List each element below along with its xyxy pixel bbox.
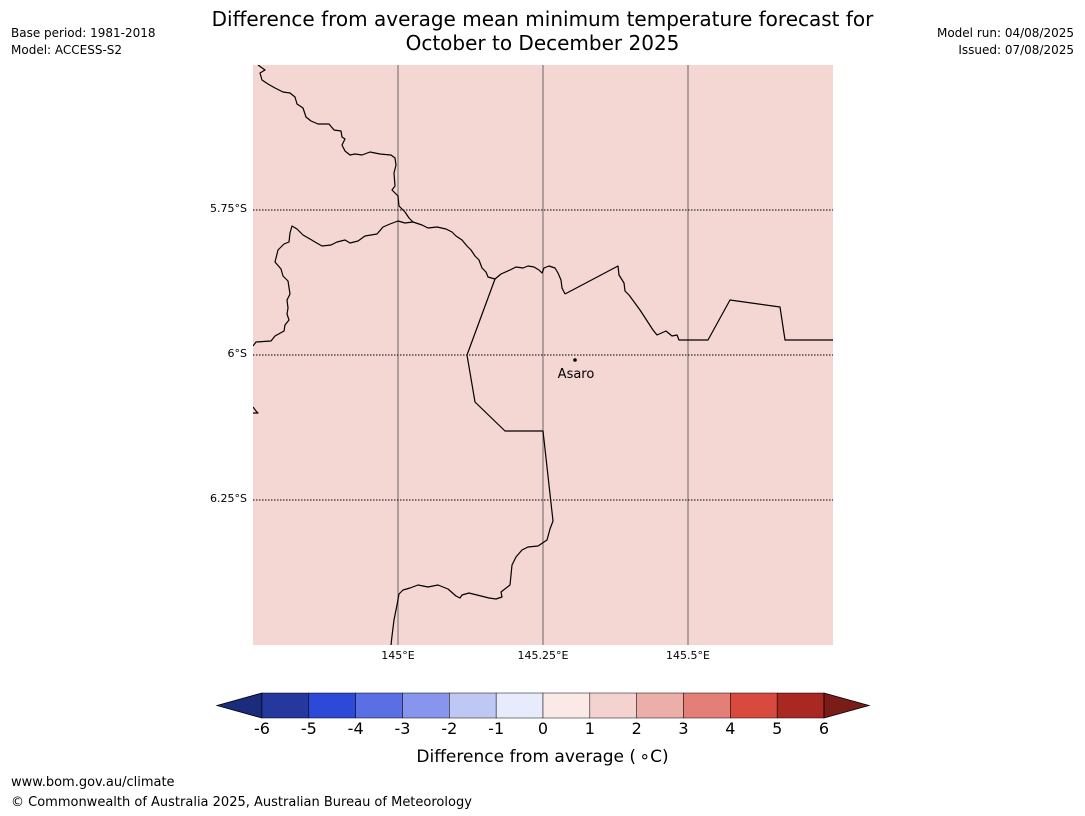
lat-label-575: 5.75°S (210, 202, 247, 215)
colorbar-segment (589, 692, 637, 719)
base-period-text: Base period: 1981-2018 (11, 26, 156, 40)
colorbar-segment (776, 692, 825, 719)
meta-left: Base period: 1981-2018 Model: ACCESS-S2 (11, 25, 156, 59)
colorbar-segment (636, 692, 684, 719)
colorbar-segment (449, 692, 497, 719)
colorbar-tick-label: -3 (394, 719, 411, 738)
asaro-marker (573, 358, 577, 362)
footer-copyright: © Commonwealth of Australia 2025, Austra… (11, 795, 472, 810)
map: Asaro (253, 65, 833, 645)
lon-label-14525: 145.25°E (517, 649, 569, 662)
model-run-text: Model run: 04/08/2025 (936, 26, 1074, 40)
colorbar-segment (261, 692, 310, 719)
colorbar (215, 692, 871, 719)
lon-label-14500: 145°E (381, 649, 415, 662)
colorbar-segment (355, 692, 403, 719)
colorbar-tick-label: 2 (631, 719, 642, 738)
colorbar-segment (542, 692, 591, 719)
colorbar-tick-label: -5 (300, 719, 317, 738)
colorbar-tick-label: -2 (441, 719, 458, 738)
asaro-label: Asaro (558, 367, 595, 382)
colorbar-segment (730, 692, 778, 719)
colorbar-under-arrow (215, 692, 263, 719)
parallel-lines (253, 209, 833, 501)
colorbar-segment (495, 692, 544, 719)
colorbar-tick-label: 4 (725, 719, 736, 738)
colorbar-tick-label: 1 (584, 719, 595, 738)
colorbar-tick-label: -1 (488, 719, 505, 738)
colorbar-over-arrow (823, 692, 871, 719)
colorbar-segment (402, 692, 450, 719)
colorbar-tick-label: 0 (537, 719, 549, 738)
meta-right: Model run: 04/08/2025 Issued: 07/08/2025 (937, 25, 1074, 59)
colorbar-segment (683, 692, 731, 719)
colorbar-title: Difference from average ( ∘C) (416, 747, 669, 767)
title-line-2: October to December 2025 (405, 31, 680, 55)
colorbar-tick-label: 3 (678, 719, 689, 738)
province-borders (253, 65, 833, 645)
footer-url[interactable]: www.bom.gov.au/climate (11, 775, 175, 790)
lat-label-625: 6.25°S (210, 492, 247, 505)
issued-text: Issued: 07/08/2025 (958, 43, 1074, 57)
model-text: Model: ACCESS-S2 (11, 43, 123, 57)
title-line-1: Difference from average mean minimum tem… (211, 7, 874, 31)
colorbar-tick-label: 6 (818, 719, 830, 738)
chart-title: Difference from average mean minimum tem… (0, 7, 1085, 55)
colorbar-tick-label: -6 (254, 719, 270, 738)
colorbar-segment (308, 692, 356, 719)
lon-label-14550: 145.5°E (666, 649, 710, 662)
colorbar-tick-label: 5 (772, 719, 783, 738)
colorbar-tick-label: -4 (347, 719, 364, 738)
lat-label-600: 6°S (227, 347, 247, 360)
